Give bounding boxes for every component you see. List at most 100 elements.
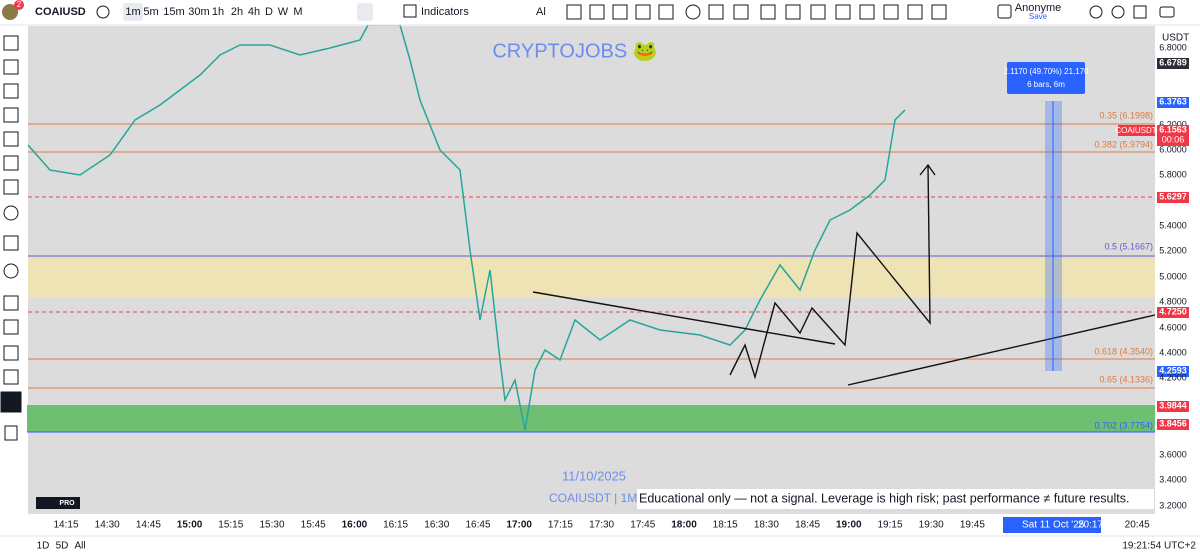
price-label: 5.6297	[1159, 191, 1187, 201]
cursor-time: 20:17	[1078, 520, 1103, 531]
interval-button[interactable]: 5m	[143, 6, 158, 18]
fib-label: 0.35 (6.1998)	[1099, 110, 1153, 120]
range-button[interactable]: 5D	[56, 541, 69, 552]
time-label: 18:45	[795, 520, 820, 531]
fib-label: 0.382 (5.9794)	[1094, 139, 1153, 149]
trash-button[interactable]	[4, 425, 18, 441]
tool-button[interactable]	[3, 179, 19, 195]
tool-button[interactable]	[3, 295, 19, 311]
tool-button[interactable]	[3, 319, 19, 335]
tool-button[interactable]	[3, 263, 19, 279]
tool-button[interactable]	[907, 4, 923, 20]
time-label: 16:15	[383, 520, 408, 531]
tool-active[interactable]	[0, 391, 22, 413]
time-axis	[0, 514, 1200, 536]
search-button[interactable]	[1089, 5, 1103, 19]
tool-button[interactable]	[3, 59, 19, 75]
fib-label: 0.5 (5.1667)	[1104, 241, 1153, 251]
interval-active	[123, 3, 143, 21]
tool-button[interactable]	[685, 4, 701, 20]
interval-button[interactable]: 30m	[188, 6, 209, 18]
disclaimer-box	[637, 489, 1154, 509]
tool-button[interactable]	[859, 4, 875, 20]
price-tag	[1157, 97, 1189, 108]
tool-button[interactable]	[760, 4, 776, 20]
tool-button[interactable]	[931, 4, 947, 20]
interval-button[interactable]: M	[293, 6, 302, 18]
tool-button[interactable]	[733, 4, 749, 20]
top-right-icons	[1089, 5, 1175, 19]
indicators-button[interactable]: Indicators	[421, 6, 469, 18]
badge-count: 2	[17, 0, 22, 9]
tool-button[interactable]	[3, 369, 19, 385]
avatar[interactable]	[2, 4, 18, 20]
symbol-tag-bg	[1118, 125, 1155, 136]
price-label: 5.8000	[1159, 169, 1187, 179]
alert-button[interactable]: Al	[536, 6, 546, 18]
price-tag	[1157, 401, 1189, 412]
interval-button[interactable]: D	[265, 6, 273, 18]
interval-button[interactable]: 1m	[125, 6, 140, 18]
fullscreen-button[interactable]	[1133, 5, 1147, 19]
time-label: 19:45	[960, 520, 985, 531]
price-tag	[1157, 58, 1189, 69]
checkbox[interactable]	[997, 4, 1012, 19]
price-label: 4.8000	[1159, 296, 1187, 306]
add-symbol-button[interactable]	[96, 5, 110, 19]
tool-button[interactable]	[3, 345, 19, 361]
bottom-bar	[0, 536, 1200, 553]
tool-button[interactable]	[635, 4, 651, 20]
interval-button[interactable]: 15m	[163, 6, 184, 18]
price-label: 6.0000	[1159, 144, 1187, 154]
tool-button[interactable]	[612, 4, 628, 20]
watermark: CRYPTOJOBS 🐸	[492, 40, 657, 62]
indicators-icon	[403, 4, 417, 18]
tool-button[interactable]	[785, 4, 801, 20]
time-label: 18:00	[671, 520, 697, 531]
range-button[interactable]: 1D	[37, 541, 50, 552]
snapshot-button[interactable]	[1159, 6, 1175, 18]
tool-button[interactable]	[883, 4, 899, 20]
time-label: 16:30	[424, 520, 449, 531]
price-label: 6.6789	[1159, 57, 1187, 67]
symbol-interval: COAIUSDT | 1M	[549, 491, 637, 505]
price-tag	[1157, 419, 1189, 430]
time-label: 15:45	[301, 520, 326, 531]
tool-button[interactable]	[3, 35, 19, 51]
settings-button[interactable]	[1111, 5, 1125, 19]
interval-button[interactable]: 4h	[248, 6, 260, 18]
time-label: 14:45	[136, 520, 161, 531]
tool-button[interactable]	[810, 4, 826, 20]
tool-button[interactable]	[3, 83, 19, 99]
range-button[interactable]: All	[74, 541, 85, 552]
clock: 19:21:54 UTC+2	[1122, 541, 1196, 552]
tool-button[interactable]	[835, 4, 851, 20]
interval-button[interactable]: 2h	[231, 6, 243, 18]
fib-label: 0.65 (4.1336)	[1099, 374, 1153, 384]
notification-badge	[14, 0, 24, 10]
interval-button[interactable]: W	[278, 6, 289, 18]
time-label: 18:15	[713, 520, 738, 531]
tool-button[interactable]	[566, 4, 582, 20]
tool-button[interactable]	[3, 131, 19, 147]
time-label: 19:30	[919, 520, 944, 531]
tool-button[interactable]	[708, 4, 724, 20]
time-label: 15:30	[259, 520, 284, 531]
tool-button[interactable]	[3, 107, 19, 123]
tool-button[interactable]	[658, 4, 674, 20]
projection-path	[729, 164, 931, 380]
chart-type-button[interactable]	[357, 3, 373, 21]
tool-button[interactable]	[3, 205, 19, 221]
measure-text: 6 bars, 6m	[1027, 80, 1065, 89]
time-label: 14:15	[53, 520, 78, 531]
time-label: 16:45	[465, 520, 490, 531]
drawings	[532, 163, 1156, 386]
tool-button[interactable]	[3, 155, 19, 171]
fib-label: 0.618 (4.3540)	[1094, 346, 1153, 356]
time-label: 17:15	[548, 520, 573, 531]
tool-button[interactable]	[589, 4, 605, 20]
tool-button[interactable]	[3, 235, 19, 251]
measure-text: 2.1170 (49.70%) 21,170	[1003, 67, 1089, 76]
price-tag	[1157, 192, 1189, 203]
interval-button[interactable]: 1h	[212, 6, 224, 18]
